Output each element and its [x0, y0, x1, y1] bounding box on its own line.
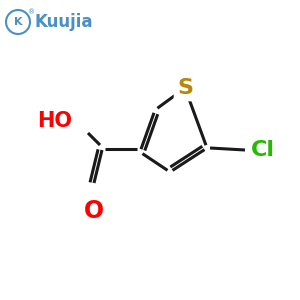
Text: O: O [84, 199, 104, 223]
Text: S: S [177, 78, 193, 98]
Text: ®: ® [28, 9, 36, 15]
Text: K: K [14, 17, 22, 27]
Text: Kuujia: Kuujia [35, 13, 94, 31]
Text: Cl: Cl [251, 140, 275, 160]
Text: HO: HO [37, 111, 72, 131]
